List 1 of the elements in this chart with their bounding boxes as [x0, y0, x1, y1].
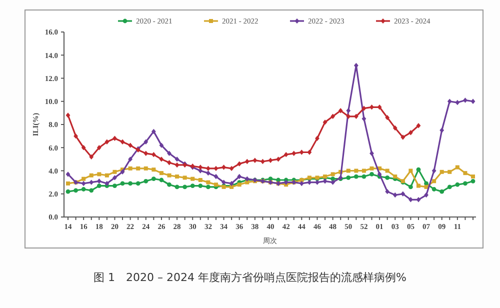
- text: 图 1 2020 – 2024 年度南方省份哨点医院报告的流感样病例%: [94, 271, 406, 284]
